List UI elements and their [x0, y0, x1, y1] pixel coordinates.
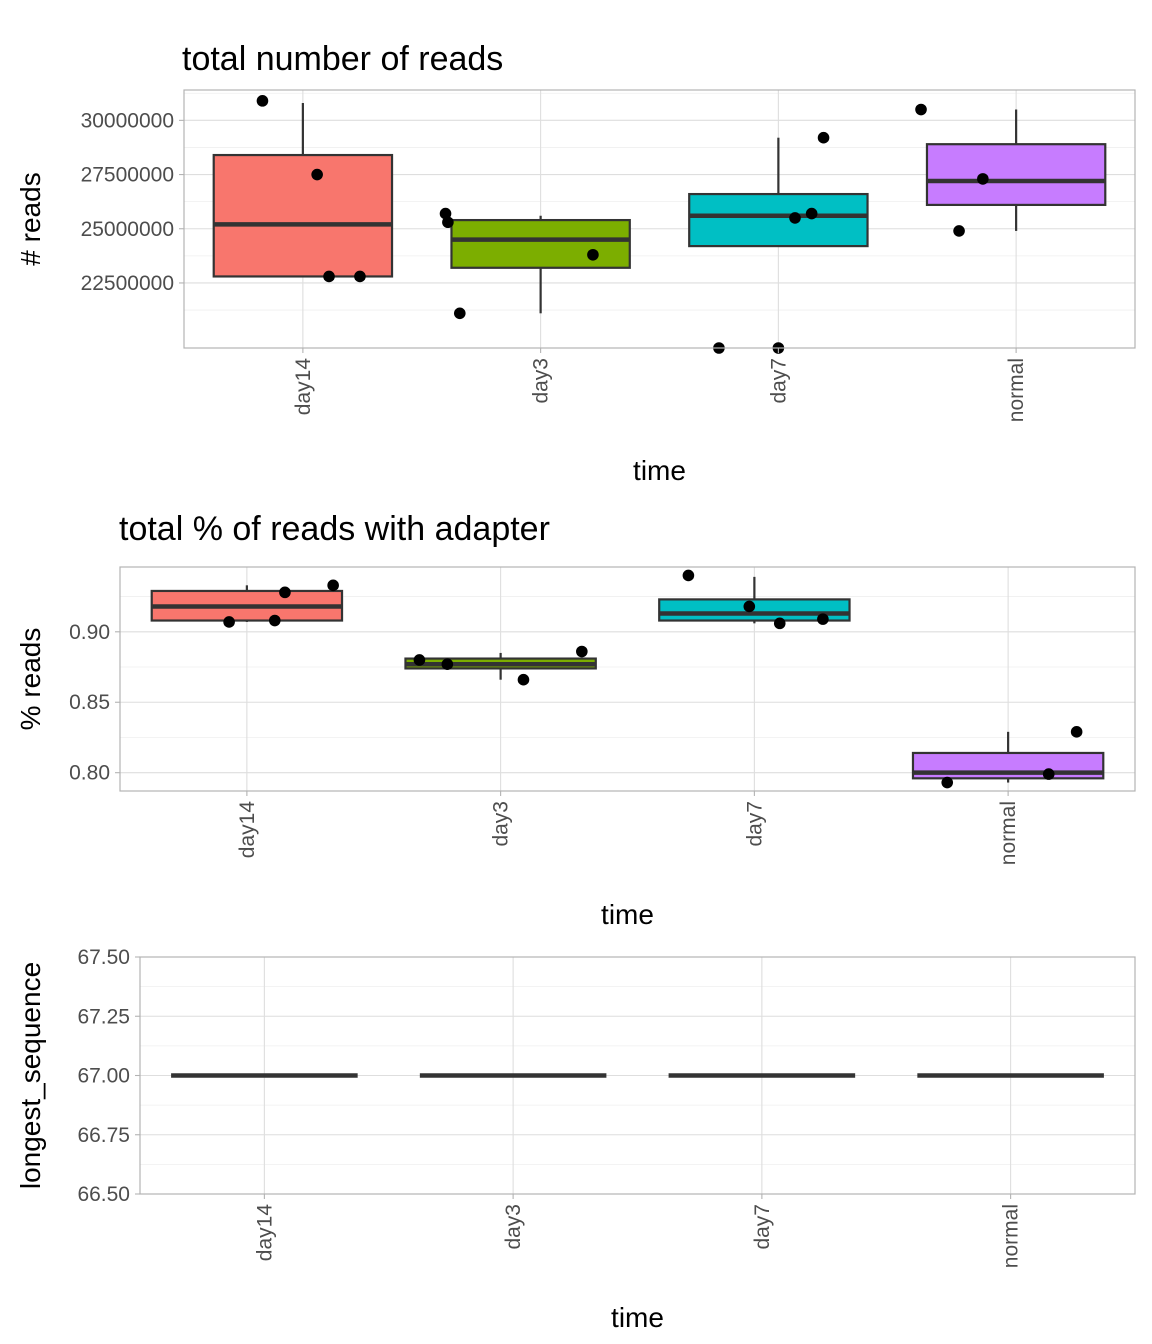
- box-day7: [688, 137, 869, 248]
- panel-border: [119, 566, 1136, 792]
- data-point-day14: [327, 579, 339, 592]
- x-tick-label: day3: [502, 1204, 525, 1250]
- x-tick-label: normal: [1005, 358, 1028, 422]
- chart-title: total number of reads: [182, 40, 503, 78]
- x-axis-title: time: [611, 1302, 664, 1333]
- data-point-day3: [576, 645, 588, 658]
- y-tick-label: 25000000: [81, 218, 174, 241]
- data-point-day7: [789, 212, 801, 224]
- x-tick-label: day14: [236, 801, 259, 859]
- x-tick-label: day3: [530, 358, 553, 404]
- data-point-day14: [311, 168, 323, 181]
- data-point-day14: [268, 614, 281, 627]
- y-tick-label: 66.75: [77, 1124, 130, 1147]
- box-day3: [450, 215, 631, 314]
- box-body: [212, 153, 394, 278]
- x-tick-label: day3: [490, 801, 513, 847]
- data-point-day14: [354, 270, 366, 283]
- data-point-normal: [941, 776, 954, 789]
- x-tick-label: day7: [751, 1204, 774, 1250]
- y-tick-label: 0.85: [69, 691, 110, 714]
- box-body: [450, 218, 631, 269]
- x-axis-title: time: [601, 899, 654, 930]
- box-day7: [658, 576, 851, 624]
- box-day14: [150, 585, 344, 622]
- data-point-day7: [743, 600, 756, 613]
- data-point-day14: [279, 586, 291, 599]
- data-point-day3: [442, 216, 454, 229]
- data-point-day3: [587, 248, 599, 261]
- chart-panel-3: 66.50 66.75 67.00 67.25 67.50 day14 day3 day7 no…: [15, 946, 1136, 1333]
- data-point-normal: [1042, 768, 1055, 780]
- x-axis-title: time: [633, 455, 686, 486]
- y-tick-label: 66.50: [77, 1183, 130, 1206]
- data-point-normal: [1070, 726, 1083, 738]
- data-point-day3: [413, 654, 426, 666]
- y-tick-label: 0.80: [69, 762, 110, 785]
- data-point-day14: [323, 270, 335, 283]
- y-tick-label: 67.00: [77, 1065, 130, 1088]
- data-point-normal: [977, 173, 989, 185]
- y-tick-label: 22500000: [81, 272, 174, 295]
- data-point-day7: [773, 617, 786, 630]
- x-tick-label: normal: [997, 801, 1020, 865]
- data-point-normal: [915, 103, 927, 116]
- y-tick-label: 30000000: [81, 109, 174, 132]
- chart-panel-1: total number of reads 22500000 25000000 275…: [15, 40, 1136, 486]
- data-point-day7: [805, 207, 818, 220]
- box-normal: [911, 731, 1105, 783]
- data-point-day14: [223, 616, 235, 628]
- y-axis-title: longest_sequence: [15, 962, 46, 1189]
- data-point-day7: [817, 131, 830, 144]
- y-tick-label: 67.50: [77, 946, 130, 969]
- chart-title: total % of reads with adapter: [119, 510, 550, 548]
- panel-border: [183, 89, 1136, 349]
- data-point-day3: [441, 658, 454, 671]
- data-point-day7: [682, 569, 695, 582]
- data-point-day7: [817, 613, 829, 625]
- box-body: [688, 192, 869, 248]
- data-point-day14: [256, 95, 269, 107]
- data-point-normal: [953, 225, 965, 237]
- chart-panel-2: total % of reads with adapter 0.80 0.85 0.9…: [15, 510, 1136, 930]
- box-day14: [212, 103, 394, 278]
- box-normal: [925, 109, 1107, 231]
- data-point-day3: [517, 673, 530, 686]
- x-tick-label: day14: [292, 358, 315, 416]
- x-tick-label: day14: [253, 1204, 276, 1262]
- x-tick-label: normal: [1000, 1204, 1023, 1268]
- y-tick-label: 27500000: [81, 164, 174, 187]
- y-axis-title: % reads: [15, 628, 46, 731]
- data-point-day3: [453, 307, 466, 320]
- y-tick-label: 0.90: [69, 621, 110, 644]
- box-day3: [404, 652, 597, 680]
- x-tick-label: day7: [767, 358, 790, 404]
- y-tick-label: 67.25: [77, 1005, 130, 1028]
- box-body: [925, 143, 1107, 207]
- x-tick-label: day7: [743, 801, 766, 847]
- y-axis-title: # reads: [15, 172, 46, 265]
